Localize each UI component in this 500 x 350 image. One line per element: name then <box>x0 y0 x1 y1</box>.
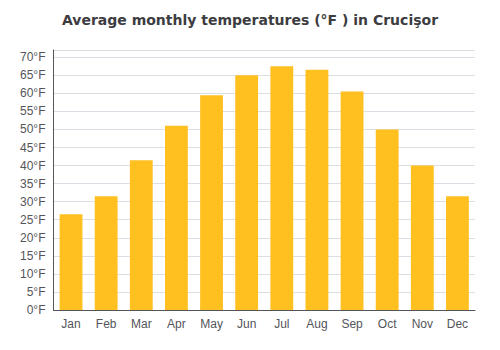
svg-text:Average monthly temperatures (: Average monthly temperatures (°F ) in Cr… <box>62 12 438 28</box>
svg-text:Oct: Oct <box>378 317 397 331</box>
svg-text:35°F: 35°F <box>20 177 45 191</box>
svg-text:Mar: Mar <box>131 317 152 331</box>
svg-text:20°F: 20°F <box>20 231 45 245</box>
svg-text:45°F: 45°F <box>20 141 45 155</box>
svg-text:Jan: Jan <box>61 317 80 331</box>
svg-text:55°F: 55°F <box>20 104 45 118</box>
svg-text:Sep: Sep <box>341 317 363 331</box>
svg-text:5°F: 5°F <box>27 285 46 299</box>
svg-text:10°F: 10°F <box>20 267 45 281</box>
svg-text:50°F: 50°F <box>20 122 45 136</box>
svg-text:Apr: Apr <box>167 317 186 331</box>
svg-text:70°F: 70°F <box>20 50 45 64</box>
svg-text:Dec: Dec <box>447 317 468 331</box>
svg-text:40°F: 40°F <box>20 159 45 173</box>
svg-text:65°F: 65°F <box>20 68 45 82</box>
svg-text:Jul: Jul <box>274 317 289 331</box>
svg-text:30°F: 30°F <box>20 195 45 209</box>
svg-text:May: May <box>200 317 223 331</box>
svg-text:Feb: Feb <box>96 317 117 331</box>
svg-text:60°F: 60°F <box>20 86 45 100</box>
svg-text:15°F: 15°F <box>20 249 45 263</box>
svg-text:Nov: Nov <box>412 317 433 331</box>
svg-text:0°F: 0°F <box>27 303 46 317</box>
svg-text:Aug: Aug <box>306 317 327 331</box>
svg-text:25°F: 25°F <box>20 213 45 227</box>
svg-text:Jun: Jun <box>237 317 256 331</box>
